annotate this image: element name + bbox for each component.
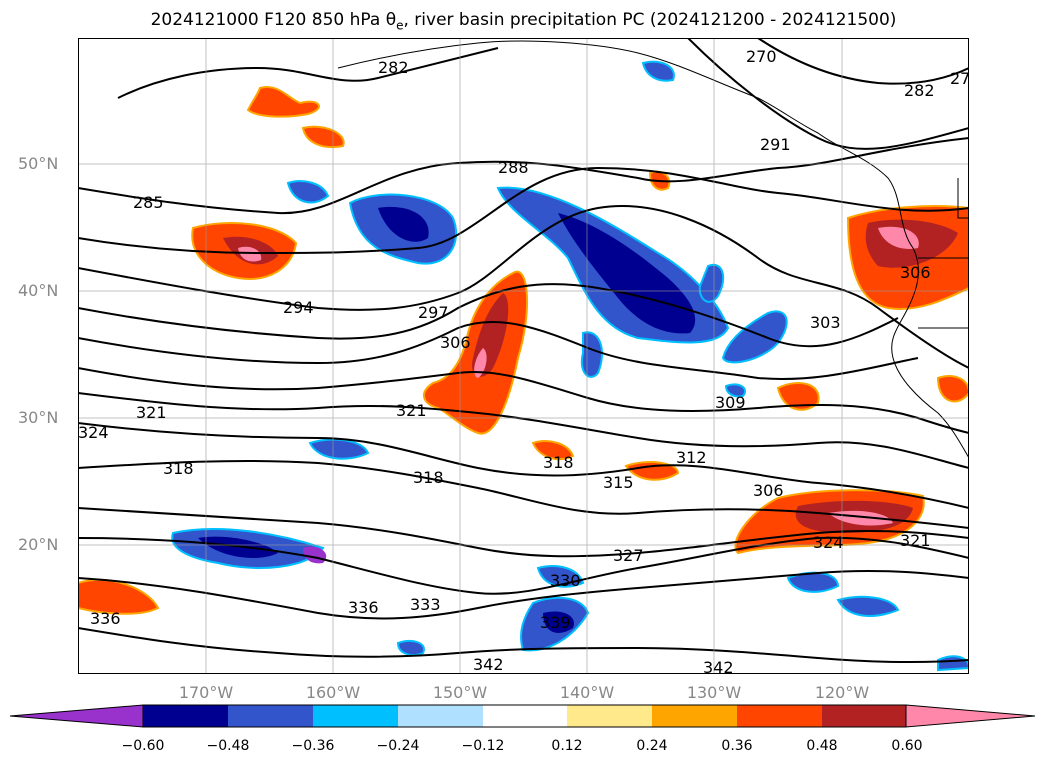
- contour-label: 291: [760, 135, 791, 154]
- lon-label-150w: 150°W: [432, 683, 488, 702]
- contour-label: 27: [950, 69, 969, 88]
- colorbar-tick: 0.60: [891, 738, 923, 754]
- contour-label: 315: [603, 473, 634, 492]
- precip-fills: [78, 60, 969, 672]
- colorbar-segment: [483, 705, 567, 727]
- contour-label: 321: [900, 531, 931, 550]
- contour-label: 318: [543, 453, 574, 472]
- contour-label: 294: [283, 298, 314, 317]
- lon-label-120w: 120°W: [814, 683, 870, 702]
- colorbar-tick: −0.48: [206, 738, 250, 754]
- contour-label: 342: [703, 658, 734, 674]
- contour-label: 330: [550, 571, 581, 590]
- contour-label: 285: [133, 193, 164, 212]
- contour-label: 306: [440, 333, 471, 352]
- contour-label: 306: [753, 481, 784, 500]
- colorbar-segment: [822, 705, 906, 727]
- theta-e-contours: [78, 38, 969, 664]
- colorbar-segment: [398, 705, 483, 727]
- contour-label: 303: [810, 313, 841, 332]
- title-subscript: e: [396, 18, 404, 33]
- contour-label: 270: [746, 47, 777, 66]
- contour-label: 282: [378, 58, 409, 77]
- colorbar-segment: [228, 705, 313, 727]
- lon-label-160w: 160°W: [305, 683, 361, 702]
- colorbar-tick: −0.36: [291, 738, 335, 754]
- colorbar-segment: [737, 705, 822, 727]
- title-suffix: , river basin precipitation PC (20241212…: [403, 10, 897, 30]
- title-prefix: 2024121000 F120 850 hPa θ: [150, 10, 397, 30]
- map-canvas: 285 288 294 297 306 321 321 324 318 318 …: [78, 38, 969, 674]
- contour-label: 321: [136, 403, 167, 422]
- contour-label: 318: [163, 459, 194, 478]
- contour-label: 333: [410, 595, 441, 614]
- colorbar-segment: [143, 705, 228, 727]
- colorbar-tick: 0.12: [551, 738, 583, 754]
- lon-label-130w: 130°W: [686, 683, 742, 702]
- lon-label-170w: 170°W: [178, 683, 234, 702]
- colorbar-tick: 0.24: [636, 738, 668, 754]
- contour-label: 309: [715, 393, 746, 412]
- contour-label: 327: [613, 546, 644, 565]
- map-panel: 285 288 294 297 306 321 321 324 318 318 …: [78, 38, 969, 674]
- colorbar-frame: [142, 704, 907, 728]
- contour-label: 336: [90, 609, 121, 628]
- contour-label: 312: [676, 448, 707, 467]
- colorbar: [10, 704, 1036, 728]
- lat-label-50n: 50°N: [18, 154, 59, 173]
- colorbar-tick: 0.36: [721, 738, 753, 754]
- contour-label: 297: [418, 303, 449, 322]
- colorbar-tick: −0.24: [376, 738, 420, 754]
- figure-title: 2024121000 F120 850 hPa θe, river basin …: [0, 10, 1047, 32]
- colorbar-segment: [567, 705, 652, 727]
- contour-label: 342: [473, 655, 504, 674]
- gridlines: [78, 38, 969, 674]
- colorbar-tick: 0.48: [806, 738, 838, 754]
- contour-label: 288: [498, 158, 529, 177]
- colorbar-extend-low: [10, 704, 144, 728]
- lat-label-30n: 30°N: [18, 408, 59, 427]
- colorbar-extend-high: [905, 704, 1036, 728]
- contour-labels: 285 288 294 297 306 321 321 324 318 318 …: [78, 47, 969, 674]
- contour-label: 282: [904, 81, 935, 100]
- lat-label-20n: 20°N: [18, 535, 59, 554]
- contour-label: 324: [78, 423, 109, 442]
- contour-label: 324: [813, 533, 844, 552]
- contour-label: 339: [540, 613, 571, 632]
- contour-label: 321: [396, 401, 427, 420]
- contour-label: 336: [348, 598, 379, 617]
- lon-label-140w: 140°W: [559, 683, 615, 702]
- colorbar-tick: −0.12: [461, 738, 505, 754]
- colorbar-segment: [652, 705, 737, 727]
- colorbar-tick: −0.60: [121, 738, 165, 754]
- lat-label-40n: 40°N: [18, 281, 59, 300]
- coastlines: [337, 40, 969, 459]
- contour-label: 306: [900, 263, 931, 282]
- colorbar-segment: [313, 705, 398, 727]
- contour-label: 318: [413, 468, 444, 487]
